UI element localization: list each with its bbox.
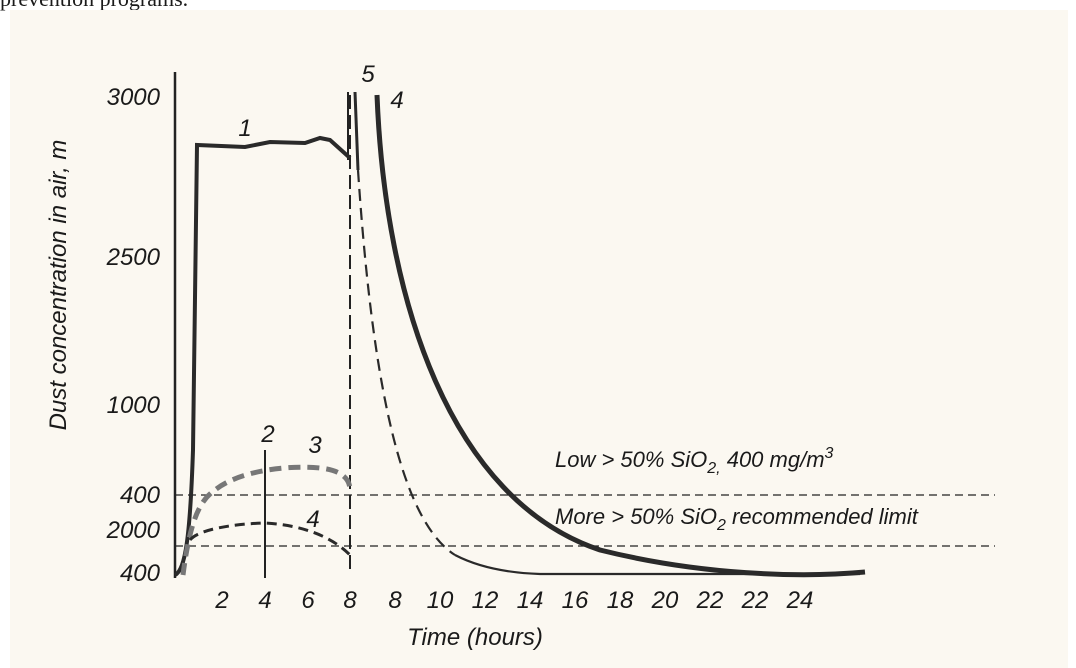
curve-4-low xyxy=(188,521,352,557)
curve-5 xyxy=(353,91,360,171)
annotation-sub: 2, xyxy=(706,460,720,477)
curve-4 xyxy=(374,94,866,578)
annotation-text: Low > 50% SiO xyxy=(555,447,707,472)
curve-3 xyxy=(180,464,353,576)
annotation-text: More > 50% SiO xyxy=(555,504,717,529)
curve-label: 1 xyxy=(238,115,251,142)
y-tick-label: 2000 xyxy=(106,517,161,544)
header-text: prevention programs. xyxy=(0,0,188,11)
x-tick-label: 8 xyxy=(343,587,357,614)
curve-label: 4 xyxy=(390,87,403,114)
curve-label: 3 xyxy=(308,432,322,459)
x-axis-label: Time (hours) xyxy=(407,624,543,651)
curve-label: 5 xyxy=(361,61,375,88)
curve-label: 2 xyxy=(260,421,274,448)
x-tick-label: 22 xyxy=(696,587,724,614)
annotation-sub: 2 xyxy=(716,517,726,534)
curve-1 xyxy=(173,135,352,577)
y-tick-label: 400 xyxy=(120,560,161,587)
y-tick-label: 2500 xyxy=(106,244,161,271)
annotation: Low > 50% SiO2, 400 mg/m3 xyxy=(555,445,834,477)
panel xyxy=(10,10,1068,668)
annotation-text: 400 mg/m xyxy=(721,447,825,472)
curve-5 xyxy=(356,169,456,556)
x-tick-label: 20 xyxy=(651,587,679,614)
x-tick-label: 4 xyxy=(258,587,271,614)
x-tick-label: 16 xyxy=(562,587,589,614)
x-tick-label: 14 xyxy=(517,587,544,614)
annotation: More > 50% SiO2 recommended limit xyxy=(555,504,919,534)
x-tick-label: 18 xyxy=(607,587,634,614)
annotation-text: recommended limit xyxy=(726,504,919,529)
annotation-sup: 3 xyxy=(825,445,834,462)
y-axis-label: Dust concentration in air, m xyxy=(45,140,72,431)
x-tick-label: 22 xyxy=(741,587,769,614)
curves xyxy=(173,91,866,578)
x-tick-label: 6 xyxy=(301,587,315,614)
x-tick-label: 10 xyxy=(427,587,454,614)
y-tick-label: 3000 xyxy=(107,84,161,111)
x-tick-label: 2 xyxy=(214,587,228,614)
y-tick-label: 400 xyxy=(120,482,161,509)
x-tick-label: 24 xyxy=(786,587,814,614)
y-tick-label: 1000 xyxy=(107,392,161,419)
curve-5 xyxy=(454,554,860,576)
curve-label: 4 xyxy=(306,506,319,533)
x-tick-label: 12 xyxy=(472,587,499,614)
x-tick-label: 8 xyxy=(388,587,402,614)
